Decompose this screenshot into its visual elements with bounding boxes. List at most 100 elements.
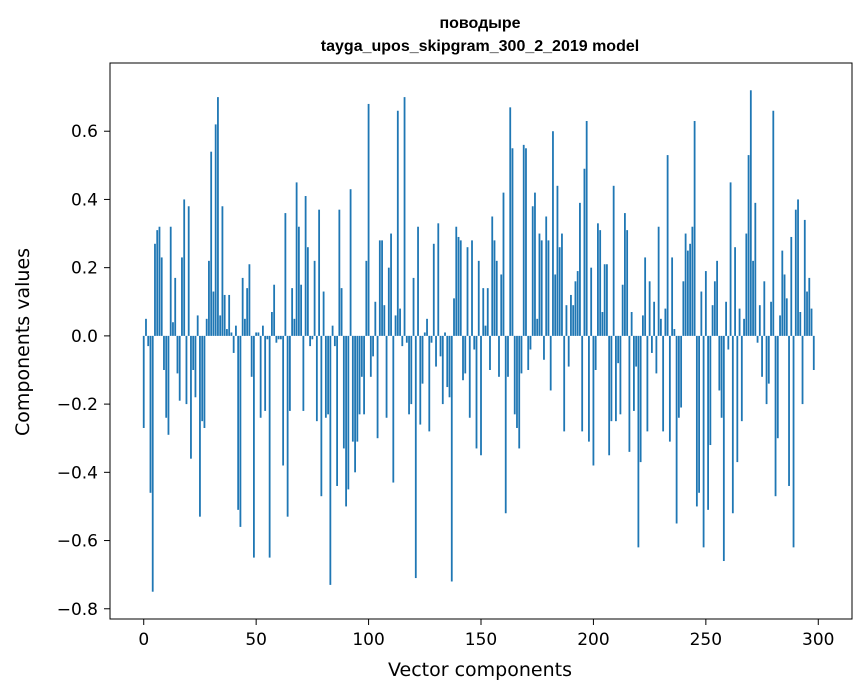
bar: [322, 291, 325, 336]
bar: [270, 312, 273, 336]
bar: [320, 335, 323, 497]
bar: [423, 332, 426, 336]
bar: [392, 335, 395, 483]
bar: [673, 329, 676, 336]
bar: [401, 335, 404, 347]
bar: [327, 335, 329, 415]
bar: [408, 335, 410, 415]
bar: [644, 257, 647, 336]
bar: [599, 230, 602, 336]
bar: [421, 335, 424, 384]
bar: [468, 335, 471, 418]
bar: [208, 260, 210, 336]
bar: [154, 243, 156, 336]
bar: [695, 335, 698, 507]
bar: [448, 335, 451, 398]
bar: [178, 335, 181, 401]
bar: [295, 182, 298, 336]
bar: [738, 308, 741, 336]
bar: [475, 335, 478, 449]
bar: [749, 90, 752, 336]
bar: [570, 294, 572, 336]
bar: [277, 335, 280, 340]
bar: [176, 335, 179, 374]
bar: [288, 335, 291, 411]
bar: [199, 335, 201, 517]
bar: [761, 335, 763, 377]
bar: [540, 240, 543, 336]
bar: [615, 335, 617, 422]
bar: [311, 335, 314, 340]
bar: [711, 305, 714, 336]
bar: [803, 219, 806, 336]
bar: [275, 335, 278, 343]
x-tick-label: 300: [802, 630, 834, 650]
bar: [639, 335, 642, 463]
bar: [455, 226, 458, 336]
bar: [653, 301, 656, 336]
bar: [435, 335, 437, 367]
bar: [457, 236, 460, 336]
x-tick-label: 250: [690, 630, 722, 650]
bar: [734, 247, 736, 336]
bar: [579, 202, 581, 336]
bar: [390, 233, 392, 336]
bar: [374, 301, 377, 336]
bar: [291, 288, 294, 336]
bar: [698, 335, 700, 493]
bar: [419, 335, 422, 425]
bar: [486, 288, 489, 336]
y-tick-label: 0.6: [71, 122, 98, 142]
bar: [668, 335, 671, 442]
bar: [716, 260, 718, 336]
bar: [167, 335, 170, 435]
bar: [727, 335, 730, 350]
bar: [736, 335, 739, 463]
bar: [758, 305, 761, 336]
bar: [504, 335, 507, 514]
bar: [810, 308, 813, 336]
bar: [536, 318, 539, 336]
bar: [801, 335, 804, 405]
bar: [372, 335, 374, 357]
bar: [806, 291, 808, 336]
bar: [347, 335, 350, 490]
bar: [691, 226, 694, 336]
bar: [318, 209, 321, 336]
bar: [430, 335, 433, 343]
bar: [446, 335, 449, 388]
bar: [511, 148, 514, 336]
bar: [232, 335, 235, 353]
bar: [788, 335, 790, 486]
bar: [808, 277, 811, 336]
bar: [378, 240, 381, 336]
bar: [489, 335, 491, 370]
bar: [718, 335, 721, 391]
bar: [342, 335, 345, 449]
bar: [394, 315, 397, 336]
bar: [740, 335, 743, 422]
bar: [588, 335, 590, 442]
bar: [770, 301, 772, 336]
bar: [702, 335, 705, 548]
bar: [657, 226, 660, 336]
bar: [531, 206, 534, 336]
bar: [763, 281, 766, 336]
bar: [790, 236, 793, 336]
bar: [495, 260, 498, 336]
bar: [383, 305, 386, 336]
bar: [444, 332, 446, 336]
bar: [720, 335, 723, 418]
bar: [172, 322, 174, 336]
x-axis: 0 50 100 150 200 250 300: [138, 619, 834, 650]
bar: [610, 335, 613, 422]
x-tick-label: 50: [245, 630, 267, 650]
bar: [572, 305, 575, 336]
bar: [725, 301, 727, 336]
bar: [534, 192, 536, 336]
bar: [646, 335, 649, 432]
bar: [525, 148, 527, 336]
bar: [592, 335, 595, 466]
bar: [563, 335, 566, 432]
